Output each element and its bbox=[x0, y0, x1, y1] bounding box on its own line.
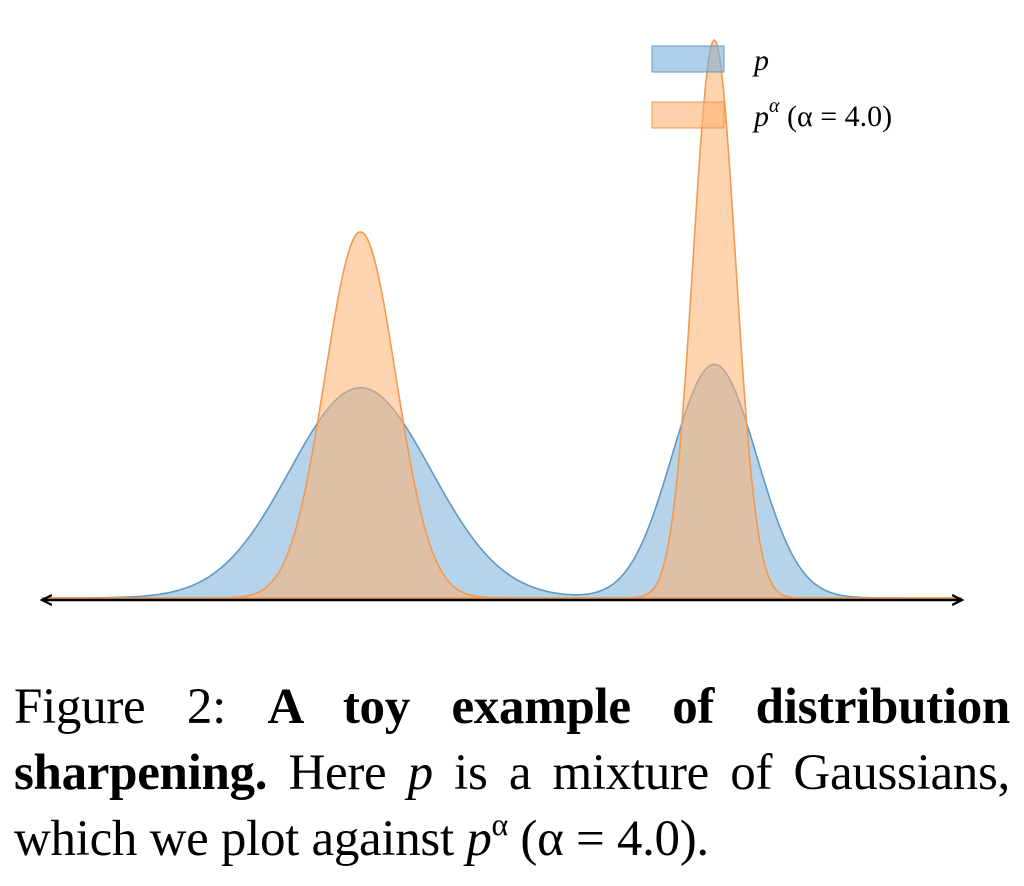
distribution-plot: p pα (α = 4.0) bbox=[0, 38, 1024, 660]
legend-swatch-p bbox=[651, 45, 725, 73]
legend-label-p-alpha: pα (α = 4.0) bbox=[752, 95, 892, 133]
legend: p pα (α = 4.0) bbox=[651, 44, 892, 133]
caption-prefix: Figure 2: bbox=[14, 679, 268, 735]
legend-swatch-p-alpha bbox=[651, 101, 725, 129]
legend-label-p: p bbox=[752, 44, 769, 77]
figure-caption: Figure 2: A toy example of distribution … bbox=[14, 679, 1010, 867]
caption-bold-title: A toy example of distribution sharpening… bbox=[14, 679, 1010, 801]
series-p-area bbox=[41, 363, 962, 599]
